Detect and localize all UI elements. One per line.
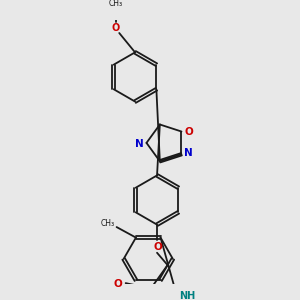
Text: O: O	[112, 23, 120, 33]
Text: O: O	[114, 279, 123, 290]
Text: O: O	[184, 128, 193, 137]
Text: N: N	[184, 148, 193, 158]
Text: CH₃: CH₃	[101, 219, 115, 228]
Text: CH₃: CH₃	[109, 0, 123, 8]
Text: NH: NH	[179, 291, 195, 300]
Text: O: O	[154, 242, 162, 253]
Text: N: N	[135, 139, 144, 149]
